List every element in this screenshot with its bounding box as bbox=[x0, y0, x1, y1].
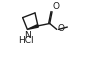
Text: HCl: HCl bbox=[18, 36, 34, 45]
Text: O: O bbox=[57, 24, 64, 33]
Text: O: O bbox=[53, 2, 60, 11]
Text: N: N bbox=[24, 31, 30, 40]
Polygon shape bbox=[27, 25, 38, 29]
